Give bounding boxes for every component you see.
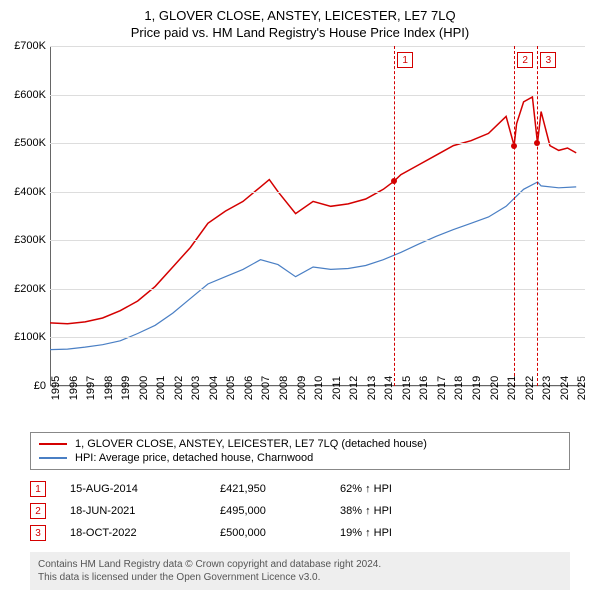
- x-tick-label: 2020: [489, 376, 501, 400]
- x-tick-label: 1995: [50, 376, 62, 400]
- gridline: [50, 143, 585, 144]
- gridline: [50, 240, 585, 241]
- y-tick-label: £400K: [14, 186, 46, 198]
- legend-label: 1, GLOVER CLOSE, ANSTEY, LEICESTER, LE7 …: [75, 438, 427, 450]
- y-tick-label: £0: [34, 380, 46, 392]
- gridline: [50, 192, 585, 193]
- sale-row-price: £495,000: [220, 505, 340, 517]
- sales-row: 2 18-JUN-2021£495,00038% ↑ HPI: [30, 500, 570, 522]
- sale-row-price: £421,950: [220, 483, 340, 495]
- sales-row: 1 15-AUG-2014£421,95062% ↑ HPI: [30, 478, 570, 500]
- sale-row-marker: 3: [30, 525, 46, 541]
- x-tick-label: 2017: [436, 376, 448, 400]
- sale-row-date: 15-AUG-2014: [70, 483, 220, 495]
- x-tick-label: 2022: [524, 376, 536, 400]
- x-tick-label: 2019: [471, 376, 483, 400]
- x-tick-label: 2023: [541, 376, 553, 400]
- sale-row-pct: 62% ↑ HPI: [340, 483, 460, 495]
- x-tick-label: 2016: [418, 376, 430, 400]
- x-tick-label: 2001: [155, 376, 167, 400]
- gridline: [50, 337, 585, 338]
- y-tick-label: £500K: [14, 137, 46, 149]
- series-hpi: [50, 182, 576, 350]
- footer-line1: Contains HM Land Registry data © Crown c…: [38, 558, 562, 571]
- sale-marker-dot: [534, 140, 540, 146]
- sale-row-price: £500,000: [220, 527, 340, 539]
- x-tick-label: 2025: [576, 376, 588, 400]
- x-tick-label: 2002: [173, 376, 185, 400]
- y-tick-label: £300K: [14, 234, 46, 246]
- legend-label: HPI: Average price, detached house, Char…: [75, 452, 313, 464]
- x-tick-label: 2009: [296, 376, 308, 400]
- chart-plot-area: £0£100K£200K£300K£400K£500K£600K£700K123: [50, 46, 585, 386]
- sale-row-date: 18-OCT-2022: [70, 527, 220, 539]
- x-tick-label: 2015: [401, 376, 413, 400]
- x-tick-label: 2024: [559, 376, 571, 400]
- x-tick-label: 2007: [260, 376, 272, 400]
- x-tick-label: 2014: [383, 376, 395, 400]
- sale-row-pct: 38% ↑ HPI: [340, 505, 460, 517]
- chart-title: 1, GLOVER CLOSE, ANSTEY, LEICESTER, LE7 …: [0, 0, 600, 23]
- x-tick-label: 2004: [208, 376, 220, 400]
- sales-table: 1 15-AUG-2014£421,95062% ↑ HPI 2 18-JUN-202…: [30, 478, 570, 544]
- sale-row-date: 18-JUN-2021: [70, 505, 220, 517]
- sale-marker-line: [537, 46, 538, 386]
- x-tick-label: 2000: [138, 376, 150, 400]
- sale-marker-label: 1: [397, 52, 413, 68]
- sale-marker-line: [394, 46, 395, 386]
- y-tick-label: £100K: [14, 331, 46, 343]
- chart-lines: [50, 46, 585, 386]
- legend-swatch: [39, 457, 67, 459]
- legend-row: 1, GLOVER CLOSE, ANSTEY, LEICESTER, LE7 …: [39, 437, 561, 451]
- x-tick-label: 2012: [348, 376, 360, 400]
- legend-swatch: [39, 443, 67, 445]
- x-tick-label: 2006: [243, 376, 255, 400]
- y-tick-label: £200K: [14, 283, 46, 295]
- x-tick-label: 1997: [85, 376, 97, 400]
- sale-row-pct: 19% ↑ HPI: [340, 527, 460, 539]
- legend-box: 1, GLOVER CLOSE, ANSTEY, LEICESTER, LE7 …: [30, 432, 570, 470]
- y-tick-label: £600K: [14, 89, 46, 101]
- sale-marker-dot: [511, 143, 517, 149]
- gridline: [50, 46, 585, 47]
- x-tick-label: 2011: [331, 376, 343, 400]
- sale-marker-line: [514, 46, 515, 386]
- x-tick-label: 2021: [506, 376, 518, 400]
- x-axis-labels: 1995199619971998199920002001200220032004…: [50, 386, 585, 426]
- legend-row: HPI: Average price, detached house, Char…: [39, 451, 561, 465]
- footer-line2: This data is licensed under the Open Gov…: [38, 571, 562, 584]
- sale-marker-label: 2: [517, 52, 533, 68]
- sale-marker-label: 3: [540, 52, 556, 68]
- x-tick-label: 2008: [278, 376, 290, 400]
- footer-attribution: Contains HM Land Registry data © Crown c…: [30, 552, 570, 590]
- gridline: [50, 95, 585, 96]
- sale-row-marker: 2: [30, 503, 46, 519]
- y-tick-label: £700K: [14, 40, 46, 52]
- sales-row: 3 18-OCT-2022£500,00019% ↑ HPI: [30, 522, 570, 544]
- x-tick-label: 1998: [103, 376, 115, 400]
- x-tick-label: 1999: [120, 376, 132, 400]
- x-tick-label: 1996: [68, 376, 80, 400]
- x-tick-label: 2018: [453, 376, 465, 400]
- chart-subtitle: Price paid vs. HM Land Registry's House …: [0, 23, 600, 46]
- x-tick-label: 2005: [225, 376, 237, 400]
- sale-marker-dot: [391, 178, 397, 184]
- x-tick-label: 2003: [190, 376, 202, 400]
- x-tick-label: 2013: [366, 376, 378, 400]
- gridline: [50, 289, 585, 290]
- sale-row-marker: 1: [30, 481, 46, 497]
- x-tick-label: 2010: [313, 376, 325, 400]
